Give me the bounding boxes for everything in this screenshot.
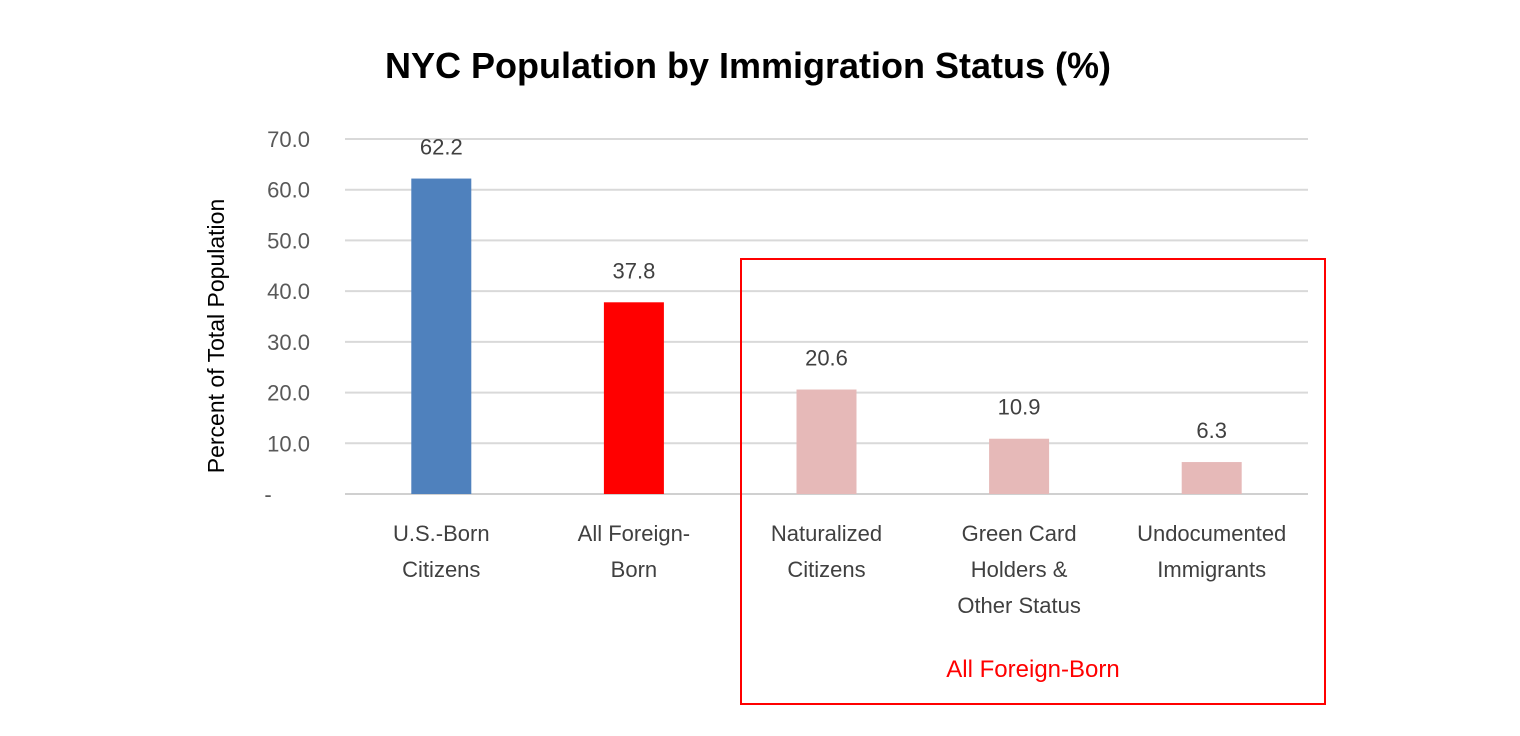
- x-tick-label: Naturalized: [771, 521, 882, 546]
- foreign-born-group-box: [740, 258, 1326, 705]
- x-tick-label: Citizens: [787, 557, 865, 582]
- x-tick-label: Immigrants: [1157, 557, 1266, 582]
- data-label: 37.8: [612, 258, 655, 283]
- y-tick-label: 10.0: [267, 431, 310, 456]
- y-tick-label: 60.0: [267, 178, 310, 203]
- x-tick-label: Undocumented: [1137, 521, 1286, 546]
- x-tick-label: All Foreign-: [578, 521, 690, 546]
- y-axis-label: Percent of Total Population: [203, 199, 229, 473]
- bar: [796, 389, 857, 494]
- x-tick-label: Holders &: [971, 557, 1068, 582]
- data-label: 10.9: [998, 395, 1041, 420]
- bar: [603, 302, 664, 494]
- y-tick-label: 40.0: [267, 279, 310, 304]
- data-label: 62.2: [420, 135, 463, 160]
- y-tick-label: 70.0: [267, 127, 310, 152]
- bar: [1181, 462, 1242, 494]
- y-tick-label: -: [264, 482, 271, 507]
- data-label: 20.6: [805, 346, 848, 371]
- x-tick-label: Born: [611, 557, 657, 582]
- x-tick-label: Green Card: [962, 521, 1077, 546]
- x-tick-label: U.S.-Born: [393, 521, 490, 546]
- group-annotation: All Foreign-Born: [946, 656, 1119, 683]
- y-tick-label: 50.0: [267, 228, 310, 253]
- y-tick-label: 20.0: [267, 381, 310, 406]
- data-label: 6.3: [1196, 418, 1227, 443]
- chart-title: NYC Population by Immigration Status (%): [385, 45, 1111, 86]
- x-tick-label: Other Status: [957, 593, 1081, 618]
- bar: [411, 178, 472, 495]
- y-tick-label: 30.0: [267, 330, 310, 355]
- x-tick-label: Citizens: [402, 557, 480, 582]
- bar: [989, 438, 1050, 494]
